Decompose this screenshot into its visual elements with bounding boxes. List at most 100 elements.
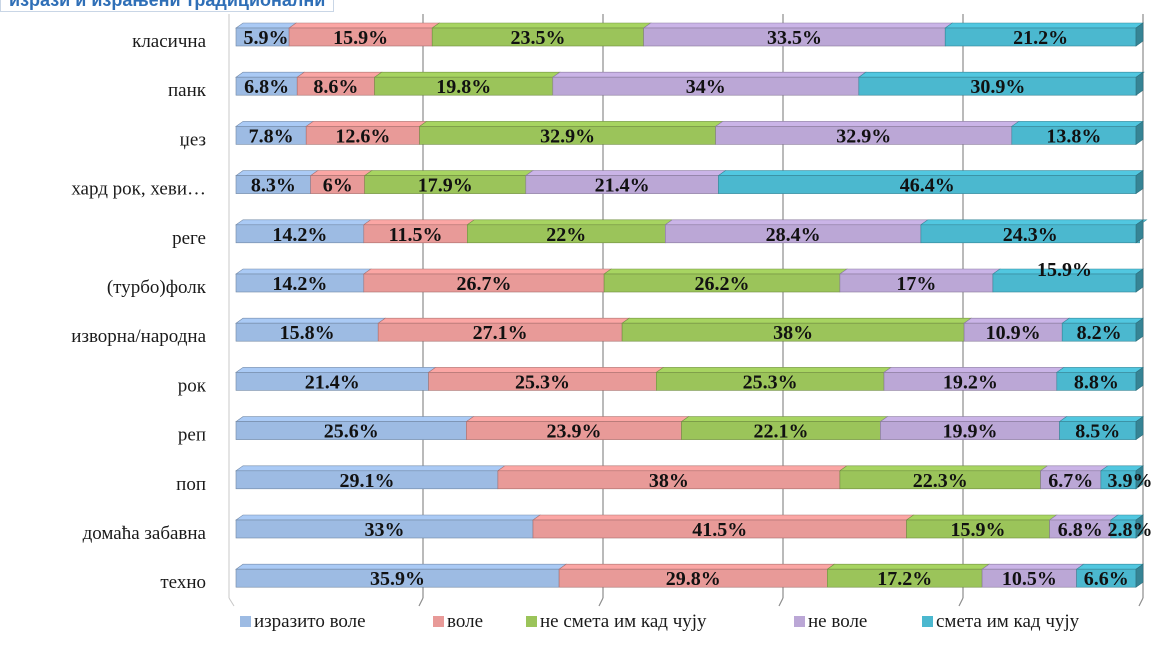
legend-swatch xyxy=(794,616,805,627)
data-label: 15.8% xyxy=(280,322,335,344)
bar-end-cap xyxy=(1135,120,1144,145)
data-label: 30.9% xyxy=(970,76,1025,98)
category-label: домаћа забавна xyxy=(83,523,207,544)
legend-swatch xyxy=(526,616,537,627)
data-label: 3.9% xyxy=(1108,470,1153,492)
data-label: 15.9% xyxy=(951,519,1006,541)
data-label: 6.6% xyxy=(1084,568,1129,590)
data-label: 21.4% xyxy=(305,371,360,393)
data-label: 38% xyxy=(773,322,813,344)
legend-swatch xyxy=(433,616,444,627)
axis-floor-corner xyxy=(228,597,235,607)
data-label: 8.2% xyxy=(1077,322,1122,344)
legend-label: не воле xyxy=(808,611,867,632)
data-label: 6.7% xyxy=(1048,470,1093,492)
data-label: 22.1% xyxy=(753,421,808,443)
gridline-foot xyxy=(418,597,424,607)
bar-end-cap xyxy=(1135,268,1144,293)
data-label: 23.5% xyxy=(510,27,565,49)
bar-row xyxy=(235,317,1144,342)
bar-row xyxy=(235,219,1148,244)
data-label: 11.5% xyxy=(389,224,443,246)
data-label: 33.5% xyxy=(767,27,822,49)
data-label: 34% xyxy=(686,76,726,98)
gridline-foot xyxy=(778,597,784,607)
data-label: 32.9% xyxy=(540,125,595,147)
legend-item: не воле xyxy=(794,611,867,632)
data-label: 6.8% xyxy=(1058,519,1103,541)
bar-row xyxy=(235,563,1144,588)
data-label: 8.3% xyxy=(251,175,296,197)
data-label: 6.8% xyxy=(244,76,289,98)
data-label: 6% xyxy=(323,175,353,197)
category-label: техно xyxy=(160,572,206,593)
bar-end-cap xyxy=(1135,71,1144,96)
bar-row xyxy=(235,71,1145,96)
data-label: 23.9% xyxy=(546,421,601,443)
data-label: 17.9% xyxy=(418,175,473,197)
category-label: изворна/народна xyxy=(71,326,206,347)
data-label: 22.3% xyxy=(913,470,968,492)
gridline-foot xyxy=(958,597,964,607)
bar-end-cap xyxy=(1135,22,1144,47)
data-label: 25.3% xyxy=(743,371,798,393)
data-label: 17.2% xyxy=(877,568,932,590)
data-label: 15.9% xyxy=(333,27,388,49)
gridline-foot xyxy=(598,597,604,607)
legend-item: не смета им кад чују xyxy=(526,611,707,632)
bar-end-cap xyxy=(1135,514,1144,539)
data-label: 19.9% xyxy=(942,421,997,443)
data-label: 10.9% xyxy=(986,322,1041,344)
category-label: поп xyxy=(176,474,206,495)
bar-row xyxy=(235,366,1144,391)
data-label: 33% xyxy=(365,519,405,541)
data-label: 19.2% xyxy=(943,371,998,393)
data-label: 24.3% xyxy=(1003,224,1058,246)
bar-row xyxy=(235,170,1144,195)
data-label: 21.2% xyxy=(1013,27,1068,49)
bar-row xyxy=(235,120,1144,145)
data-label: 8.8% xyxy=(1074,371,1119,393)
bar-end-cap xyxy=(1135,563,1144,588)
legend-item: изразито воле xyxy=(240,611,366,632)
data-label: 26.2% xyxy=(695,273,750,295)
data-label: 7.8% xyxy=(249,125,294,147)
data-label: 5.9% xyxy=(244,27,289,49)
legend-label: не смета им кад чују xyxy=(540,611,707,632)
bar-end-cap xyxy=(1135,170,1144,195)
bar-end-cap xyxy=(1135,366,1144,391)
data-label: 35.9% xyxy=(370,568,425,590)
data-label: 10.5% xyxy=(1002,568,1057,590)
data-label: 8.6% xyxy=(313,76,358,98)
bar-end-cap xyxy=(1135,317,1144,342)
data-label: 14.2% xyxy=(272,273,327,295)
bar-row xyxy=(235,465,1144,490)
bar-end-cap xyxy=(1135,219,1144,244)
data-label: 29.1% xyxy=(339,470,394,492)
data-label: 41.5% xyxy=(692,519,747,541)
category-label: (турбо)фолк xyxy=(107,277,207,298)
chart-title: изрази и израњени традиционални xyxy=(0,0,335,12)
category-label: рок xyxy=(178,375,207,396)
data-label: 13.8% xyxy=(1046,125,1101,147)
bar-row xyxy=(235,514,1144,539)
category-label: реп xyxy=(178,425,206,446)
legend-swatch xyxy=(240,616,251,627)
data-label: 17% xyxy=(896,273,936,295)
legend-swatch xyxy=(922,616,933,627)
data-label: 28.4% xyxy=(766,224,821,246)
data-label: 8.5% xyxy=(1075,421,1120,443)
bar-row xyxy=(235,416,1144,441)
data-label: 19.8% xyxy=(436,76,491,98)
data-label: 29.8% xyxy=(666,568,721,590)
bar-row xyxy=(235,268,1144,293)
category-label: класична xyxy=(132,31,206,52)
category-label: џез xyxy=(180,129,206,150)
bar-end-cap xyxy=(1135,416,1144,441)
legend-item: смета им кад чују xyxy=(922,611,1080,632)
data-label: 27.1% xyxy=(473,322,528,344)
legend-item: воле xyxy=(433,611,483,632)
category-label: панк xyxy=(168,80,207,101)
